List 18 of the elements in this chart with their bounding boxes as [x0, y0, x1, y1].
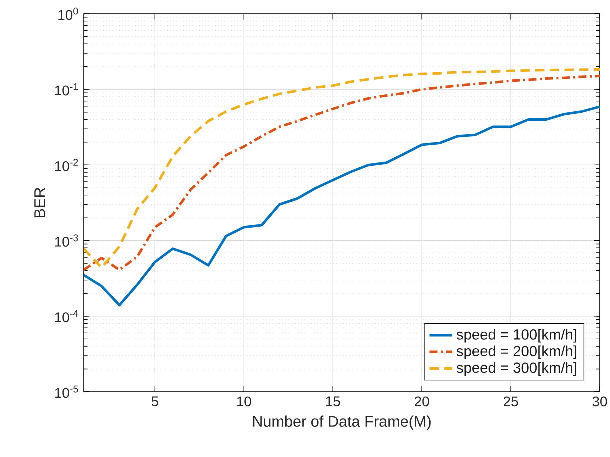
y-tick-label: 10$^{-1}$ [55, 84, 78, 96]
x-tick-label: 15 [326, 396, 340, 406]
legend-label: speed = 200[km/h] [456, 346, 576, 360]
y-axis-title: BER [34, 188, 46, 218]
y-tick-label: 10$^{-5}$ [55, 386, 78, 398]
x-tick-label: 10 [237, 396, 252, 407]
y-tick-label: 10$^{-3}$ [55, 234, 78, 247]
y-tick-label: 10$^{0}$ [58, 8, 78, 20]
y-tick-label: 10$^{-4}$ [55, 310, 78, 323]
line-series [84, 106, 600, 307]
x-axis-title: Number of Data Frame(M) [253, 416, 431, 430]
legend-label: speed = 300[km/h] [456, 362, 576, 376]
x-tick-label: 30 [592, 396, 608, 407]
y-tick-label: 10$^{-2}$ [55, 159, 78, 172]
x-tick-label: 25 [504, 396, 518, 407]
x-tick-label: 5 [152, 396, 158, 406]
x-tick-label: 20 [414, 396, 430, 407]
legend-label: speed = 100[km/h] [456, 329, 576, 343]
